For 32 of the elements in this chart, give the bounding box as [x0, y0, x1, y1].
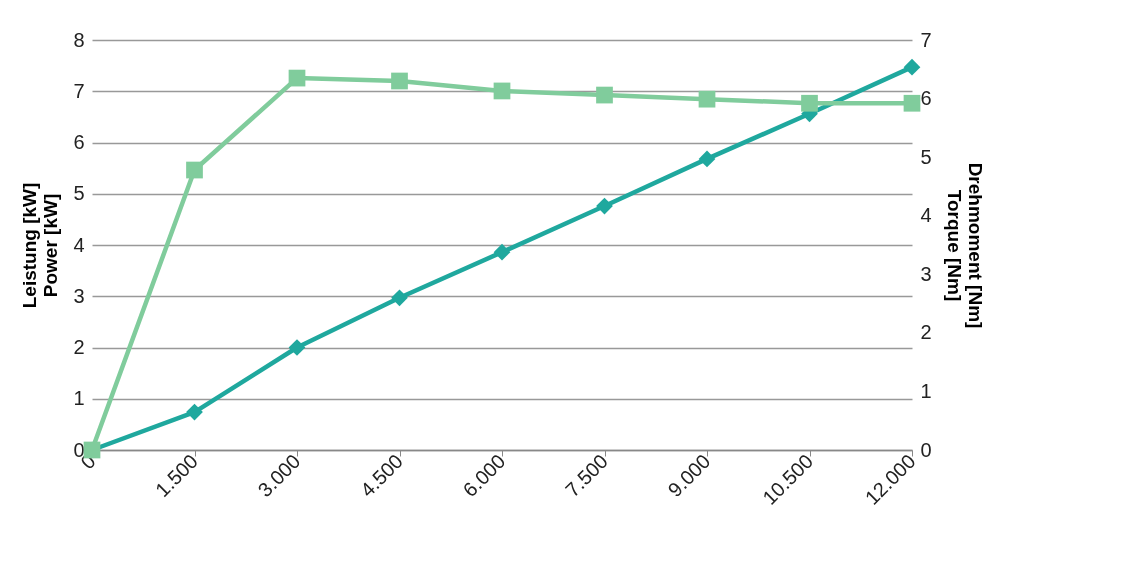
point: [288, 69, 306, 87]
y2-tick-label: 5: [920, 145, 932, 168]
point: [391, 72, 408, 90]
point: [903, 94, 921, 112]
point: [186, 403, 203, 421]
point: [596, 197, 613, 215]
point: [698, 90, 716, 108]
point: [801, 94, 818, 112]
point: [698, 150, 716, 168]
point: [903, 58, 921, 76]
y-tick-label: 5: [73, 182, 85, 205]
y-tick-label: 7: [73, 79, 85, 102]
y-tick-label: 3: [73, 284, 85, 307]
y2-tick-label: 7: [920, 28, 932, 51]
y2-tick-label: 3: [920, 262, 932, 285]
y2-axis-title: Drehmoment [Nm] Torque [Nm]: [943, 162, 986, 329]
point: [391, 289, 408, 307]
y2-tick-label: 1: [920, 379, 932, 402]
point: [186, 161, 203, 179]
y-axis-title: Leistung [kW] Power [kW]: [19, 182, 62, 309]
y-tick-label: 1: [73, 387, 85, 410]
y2-tick-label: 2: [920, 321, 932, 344]
point: [288, 339, 306, 356]
y-tick-label: 8: [73, 28, 85, 51]
point: [493, 82, 511, 100]
y-tick-label: 2: [73, 336, 85, 358]
y-tick-label: 6: [73, 131, 85, 153]
y-tick-label: 4: [73, 233, 85, 256]
point: [493, 243, 511, 261]
y2-tick-label: 6: [920, 87, 932, 110]
y2-tick-label: 4: [920, 204, 932, 227]
point: [596, 86, 613, 104]
